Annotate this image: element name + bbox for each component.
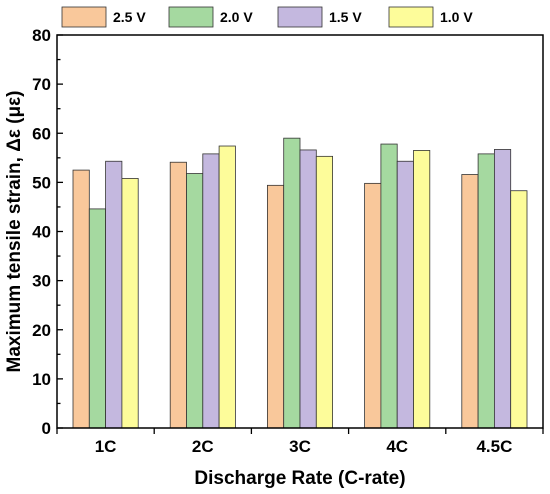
- legend-item-1.0V: 1.0 V: [388, 6, 473, 28]
- x-tick-label: 2C: [192, 437, 214, 456]
- bar-1C-2.0V: [88, 208, 107, 429]
- legend-item-2.0V: 2.0 V: [168, 6, 253, 28]
- legend-swatch: [168, 6, 214, 28]
- y-tick-label: 60: [32, 124, 51, 143]
- legend-swatch: [388, 6, 434, 28]
- legend-item-1.5V: 1.5 V: [277, 6, 362, 28]
- bar-4C-2.0V: [380, 143, 398, 429]
- bar-4C-1.0V: [413, 150, 431, 429]
- bar-4_5C-1.0V: [510, 190, 528, 429]
- bar-2C-1.5V: [202, 153, 220, 429]
- x-tick-label: 3C: [289, 437, 311, 456]
- bar-2C-2.5V: [169, 161, 187, 429]
- bar-2C-2.0V: [186, 173, 204, 429]
- bar-1C-2.5V: [72, 169, 90, 429]
- legend-swatch: [61, 6, 107, 28]
- y-tick-label: 10: [32, 370, 51, 389]
- x-tick-label: 1C: [95, 437, 117, 456]
- x-tick-label: 4.5C: [476, 437, 512, 456]
- y-tick-label: 30: [32, 272, 51, 291]
- x-axis-title: Discharge Rate (C-rate): [194, 468, 405, 489]
- bar-2C-1.0V: [218, 145, 236, 429]
- legend-swatch: [277, 6, 323, 28]
- bar-3C-1.0V: [315, 155, 333, 429]
- bar-4_5C-1.5V: [493, 149, 512, 429]
- bar-4C-1.5V: [396, 160, 414, 429]
- bar-4C-2.5V: [364, 182, 382, 429]
- y-tick-label: 0: [42, 419, 51, 438]
- legend: 2.5 V 2.0 V 1.5 V 1.0 V: [61, 6, 473, 28]
- bar-3C-1.5V: [299, 149, 317, 429]
- y-tick-label: 70: [32, 75, 51, 94]
- bar-3C-2.5V: [266, 184, 285, 429]
- bar-4_5C-2.0V: [477, 153, 495, 429]
- y-axis-title: Maximum tensile strain, Δε (με): [4, 91, 25, 373]
- y-tick-label: 20: [32, 321, 51, 340]
- legend-label: 2.0 V: [220, 9, 253, 25]
- legend-label: 1.0 V: [440, 9, 473, 25]
- x-axis: 1C 2C 3C 4C 4.5C: [56, 428, 544, 456]
- legend-label: 2.5 V: [113, 9, 146, 25]
- x-tick-label: 4C: [386, 437, 408, 456]
- bar-4_5C-2.5V: [461, 174, 479, 429]
- y-tick-label: 50: [32, 173, 51, 192]
- bar-3C-2.0V: [283, 137, 301, 429]
- legend-item-2.5V: 2.5 V: [61, 6, 146, 28]
- bar-1C-1.0V: [121, 178, 139, 429]
- y-axis: 0 10 20 30 40 50 60 70 80: [32, 26, 63, 438]
- y-tick-label: 40: [32, 223, 51, 242]
- y-tick-label: 80: [32, 26, 51, 45]
- legend-label: 1.5 V: [329, 9, 362, 25]
- bars-group: [72, 137, 528, 429]
- bar-1C-1.5V: [105, 160, 123, 429]
